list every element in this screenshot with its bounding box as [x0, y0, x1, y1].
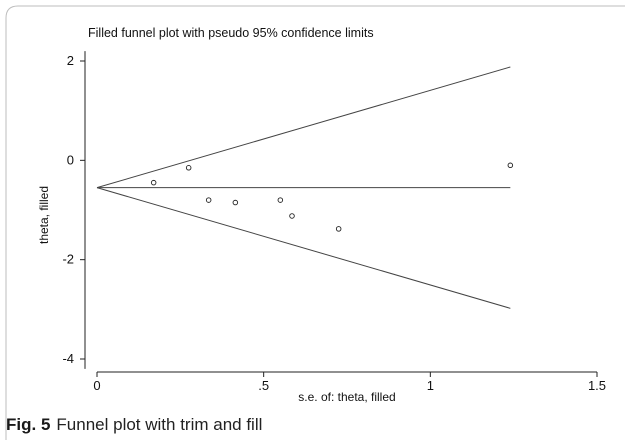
- chart-title: Filled funnel plot with pseudo 95% confi…: [88, 26, 374, 40]
- data-point: [205, 197, 212, 203]
- y-tick-label: 0: [67, 152, 74, 167]
- data-point: [289, 213, 295, 219]
- data-point: [335, 226, 342, 232]
- data-points: [150, 162, 514, 232]
- data-point: [150, 179, 157, 186]
- x-tick-label: 0: [93, 378, 100, 393]
- data-point: [232, 199, 239, 206]
- x-tick-label: 1: [427, 378, 434, 393]
- data-point: [185, 165, 192, 171]
- y-tick-label: -4: [62, 351, 74, 366]
- upper-confidence-limit: [96, 66, 511, 189]
- caption-text: Funnel plot with trim and fill: [56, 415, 263, 434]
- axes: 2 0 -2 -4 0 .5 1 1.5: [62, 51, 606, 393]
- data-point: [507, 162, 514, 169]
- funnel-plot: Filled funnel plot with pseudo 95% confi…: [37, 26, 606, 404]
- x-axis-label: s.e. of: theta, filled: [298, 390, 395, 404]
- x-tick-label: 1.5: [588, 378, 606, 393]
- lower-confidence-limit: [96, 187, 511, 309]
- y-axis-label: theta, filled: [37, 186, 51, 244]
- figure-caption: Fig. 5 Funnel plot with trim and fill: [6, 415, 262, 435]
- confidence-lines: [96, 66, 511, 309]
- y-tick-label: 2: [67, 53, 74, 68]
- y-tick-label: -2: [62, 252, 74, 267]
- figure-label: Fig. 5: [6, 415, 51, 434]
- x-tick-label: .5: [258, 378, 269, 393]
- data-point: [277, 197, 284, 203]
